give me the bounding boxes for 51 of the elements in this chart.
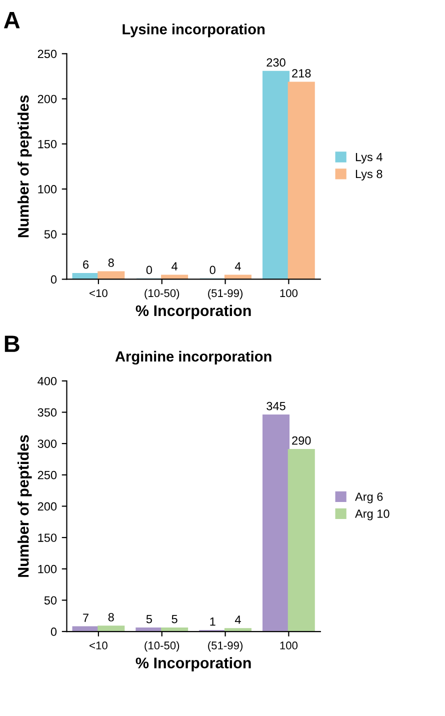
legend-label: Arg 10 [355, 510, 390, 520]
data-label: 1 [210, 618, 216, 626]
legend-label: Lys 4 [356, 152, 382, 164]
x-tick-label: (51-99) [208, 288, 243, 300]
data-label: 8 [108, 613, 114, 622]
y-tick-label: 50 [44, 230, 57, 239]
x-tick-label: (10-50) [144, 641, 180, 652]
data-label: 0 [146, 266, 152, 274]
y-tick-label: 350 [38, 408, 57, 417]
text: B [4, 336, 20, 352]
data-label: 6 [83, 260, 89, 269]
y-tick-label: 200 [38, 502, 57, 511]
y-tick-label: 50 [44, 596, 57, 605]
x-tick-label: <10 [90, 642, 108, 650]
x-tick-label: 100 [280, 642, 298, 650]
data-label: 4 [234, 616, 241, 624]
y-tick-label: 300 [38, 440, 57, 448]
data-label: 230 [266, 58, 286, 67]
legend-label: Arg 6 [355, 492, 383, 504]
y-tick-label: 250 [38, 50, 57, 58]
data-label: 8 [108, 258, 114, 267]
data-label: 290 [292, 436, 311, 445]
data-label: 5 [172, 615, 178, 624]
data-label: 0 [210, 266, 216, 274]
chart-title: Arginine incorporation [115, 350, 272, 365]
data-label: 7 [83, 614, 88, 622]
y-tick-label: 0 [50, 628, 57, 636]
data-label: 345 [266, 402, 286, 410]
x-tick-label: <10 [90, 289, 108, 298]
x-tick-label: (10-50) [144, 288, 180, 300]
x-axis-title: % Incorporation [136, 304, 251, 320]
y-axis-title: Number of peptides [18, 435, 32, 577]
y-tick-label: 100 [38, 564, 57, 574]
y-tick-label: 200 [38, 94, 57, 104]
x-tick-label: 100 [280, 289, 298, 298]
y-tick-label: 150 [38, 140, 57, 148]
data-label: 4 [234, 262, 241, 270]
x-tick-label: (51-99) [208, 641, 243, 652]
y-tick-label: 250 [38, 470, 57, 480]
y-tick-label: 100 [38, 185, 57, 194]
x-axis-title: % Incorporation [136, 657, 251, 672]
y-tick-label: 150 [38, 534, 57, 542]
data-label: 5 [146, 615, 152, 624]
chart-title: Lysine incorporation [122, 24, 265, 38]
data-label: 4 [172, 262, 178, 270]
y-tick-label: 400 [38, 376, 57, 386]
text: A [4, 12, 20, 28]
y-tick-label: 0 [50, 275, 57, 284]
y-axis-title: Number of peptides [18, 95, 32, 238]
legend-label: Lys 8 [356, 170, 382, 180]
data-label: 218 [292, 69, 311, 78]
